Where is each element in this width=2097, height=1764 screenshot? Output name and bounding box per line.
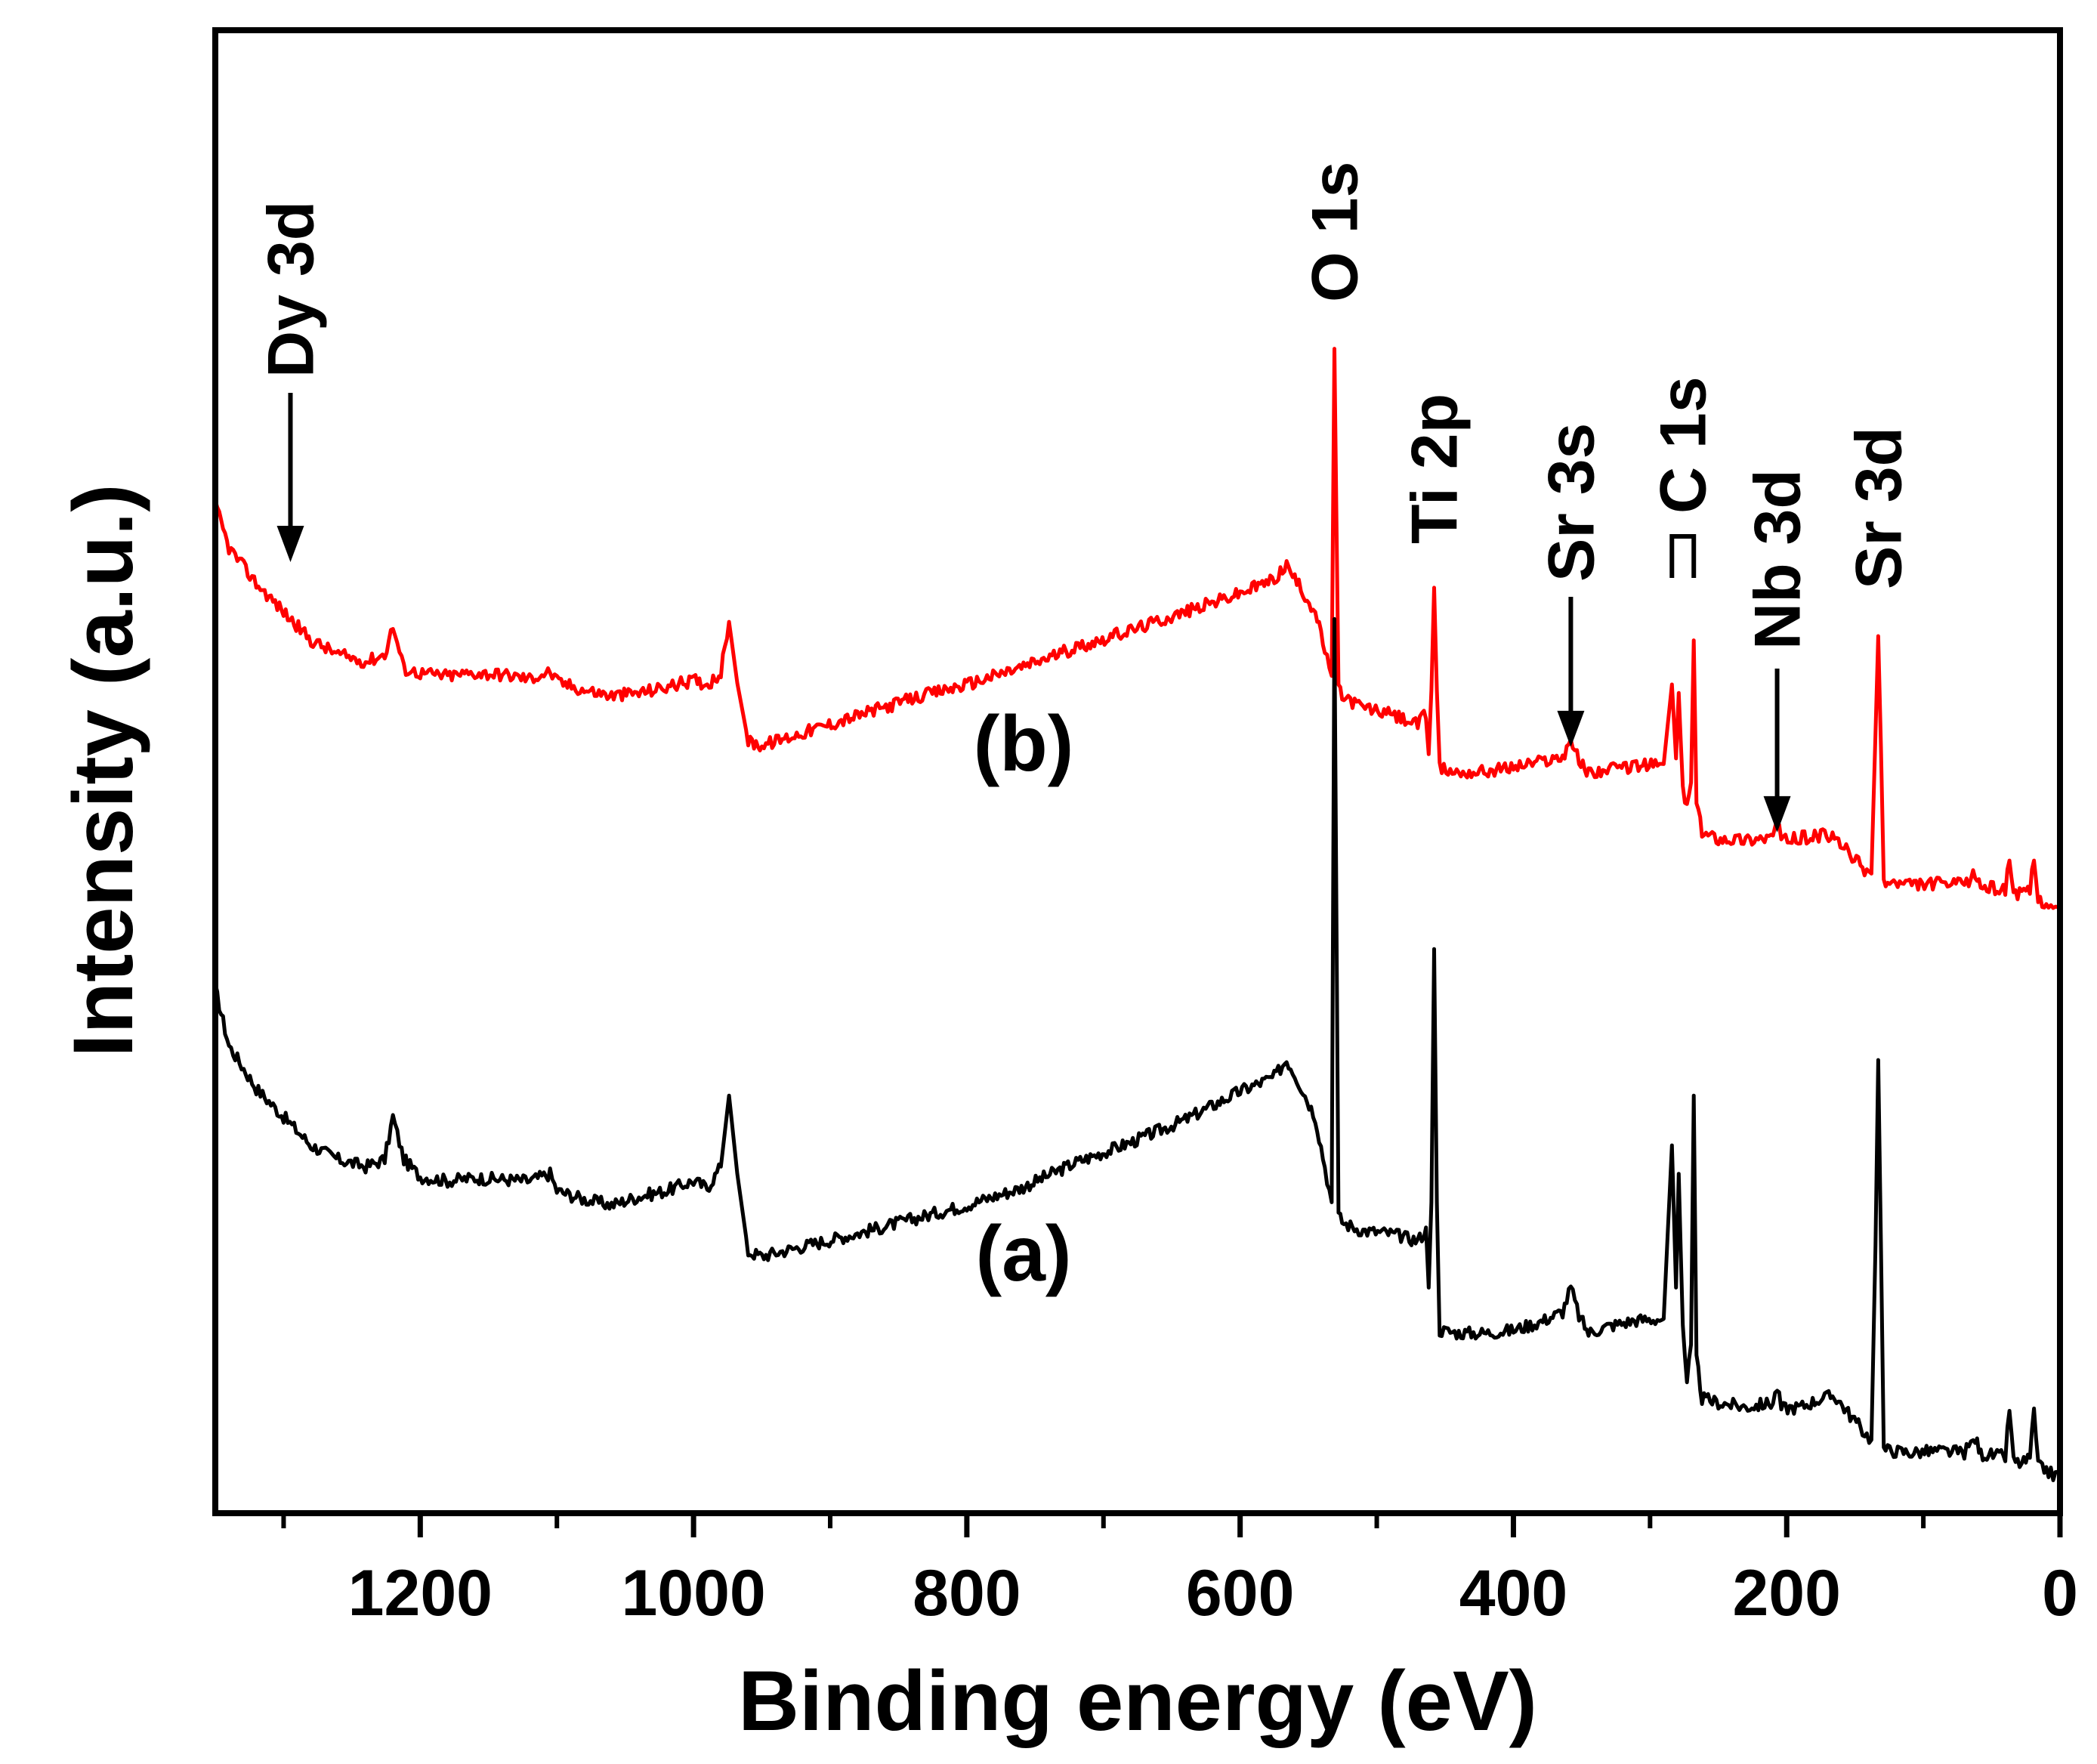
peak-label: Sr 3d: [1842, 427, 1915, 589]
x-tick-label: 400: [1459, 1557, 1568, 1630]
peak-label: C 1s: [1648, 376, 1720, 514]
plot-frame: [212, 27, 2063, 1516]
peak-arrow-head: [1557, 710, 1585, 747]
x-tick-label: 1200: [348, 1557, 493, 1630]
x-axis-tick-labels: 1200 1000 800 600 400 200 0: [348, 1557, 2078, 1630]
x-tick-label: 800: [913, 1557, 1021, 1630]
peak-arrow-head: [1763, 795, 1791, 833]
series-label-a: (a): [975, 1210, 1071, 1298]
peak-label: Sr 3s: [1535, 423, 1607, 582]
y-axis-title: Intensity (a.u.): [56, 483, 150, 1057]
series-label-b: (b): [974, 700, 1074, 788]
peak-label: O 1s: [1299, 162, 1371, 302]
x-axis-ticks: [281, 1513, 2063, 1537]
peak-label: Nb 3d: [1742, 469, 1814, 650]
series-line-b: [213, 347, 2061, 910]
x-tick-label: 1000: [621, 1557, 765, 1630]
peak-annotations: Dy 3d O 1s Ti 2p Sr 3s C 1s Nb 3d Sr 3d: [255, 162, 1915, 833]
peak-label: Dy 3d: [255, 201, 327, 378]
series-line-a: [213, 616, 2061, 1482]
c1s-bracket: [1669, 534, 1697, 578]
peak-arrow-head: [276, 526, 304, 563]
x-tick-label: 0: [2042, 1557, 2078, 1630]
x-tick-label: 600: [1186, 1557, 1295, 1630]
peak-label: Ti 2p: [1399, 394, 1472, 544]
x-axis-title: Binding energy (eV): [738, 1654, 1537, 1748]
x-tick-label: 200: [1732, 1557, 1841, 1630]
series-layer: [213, 347, 2061, 1482]
